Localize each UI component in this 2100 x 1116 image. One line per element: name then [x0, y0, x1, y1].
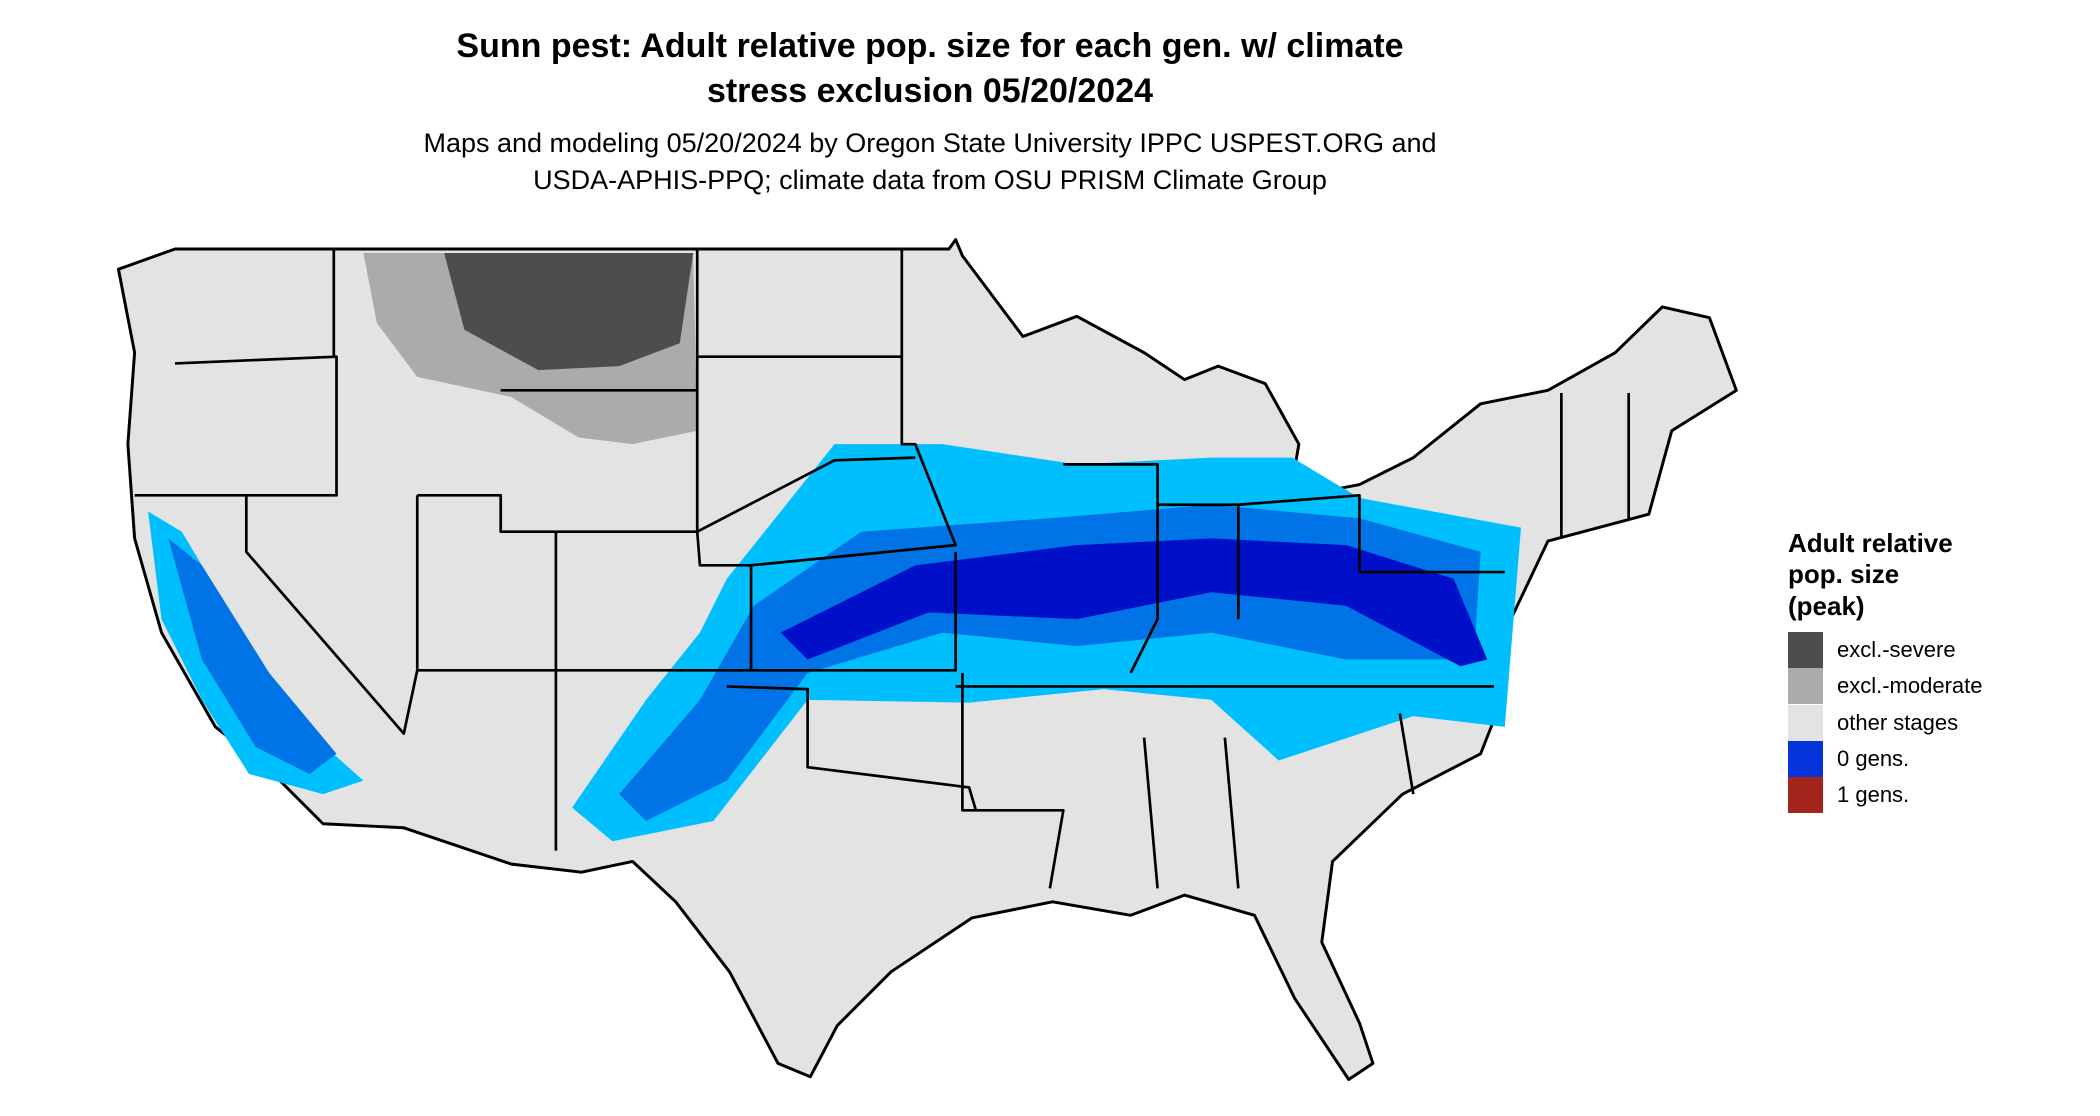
- legend-label: excl.-moderate: [1837, 673, 1983, 699]
- title-line: stress exclusion 05/20/2024: [706, 72, 1154, 110]
- legend-title-line: Adult relative: [1788, 528, 1953, 558]
- legend-swatch: [1788, 668, 1823, 705]
- map: [116, 238, 1738, 1081]
- legend-swatch: [1788, 704, 1823, 741]
- subtitle-line: Maps and modeling 05/20/2024 by Oregon S…: [423, 128, 1437, 158]
- dark-blue-area: [780, 538, 1488, 667]
- legend-label: 0 gens.: [1837, 745, 1910, 771]
- legend-title-line: pop. size: [1788, 559, 1900, 589]
- excl-severe-area: [444, 253, 694, 371]
- legend-title-line: (peak): [1788, 591, 1865, 621]
- mid-blue-area: [168, 538, 337, 774]
- legend-label: other stages: [1837, 709, 1959, 735]
- legend-label: 1 gens.: [1837, 782, 1910, 808]
- legend-swatch: [1788, 632, 1823, 668]
- subtitle-line: USDA-APHIS-PPQ; climate data from OSU PR…: [533, 165, 1327, 195]
- legend-swatch: [1788, 777, 1823, 814]
- state-borders: [134, 249, 1631, 889]
- legend-label: excl.-severe: [1837, 637, 1956, 662]
- legend-swatch: [1788, 740, 1823, 777]
- title-line: Sunn pest: Adult relative pop. size for …: [456, 27, 1404, 65]
